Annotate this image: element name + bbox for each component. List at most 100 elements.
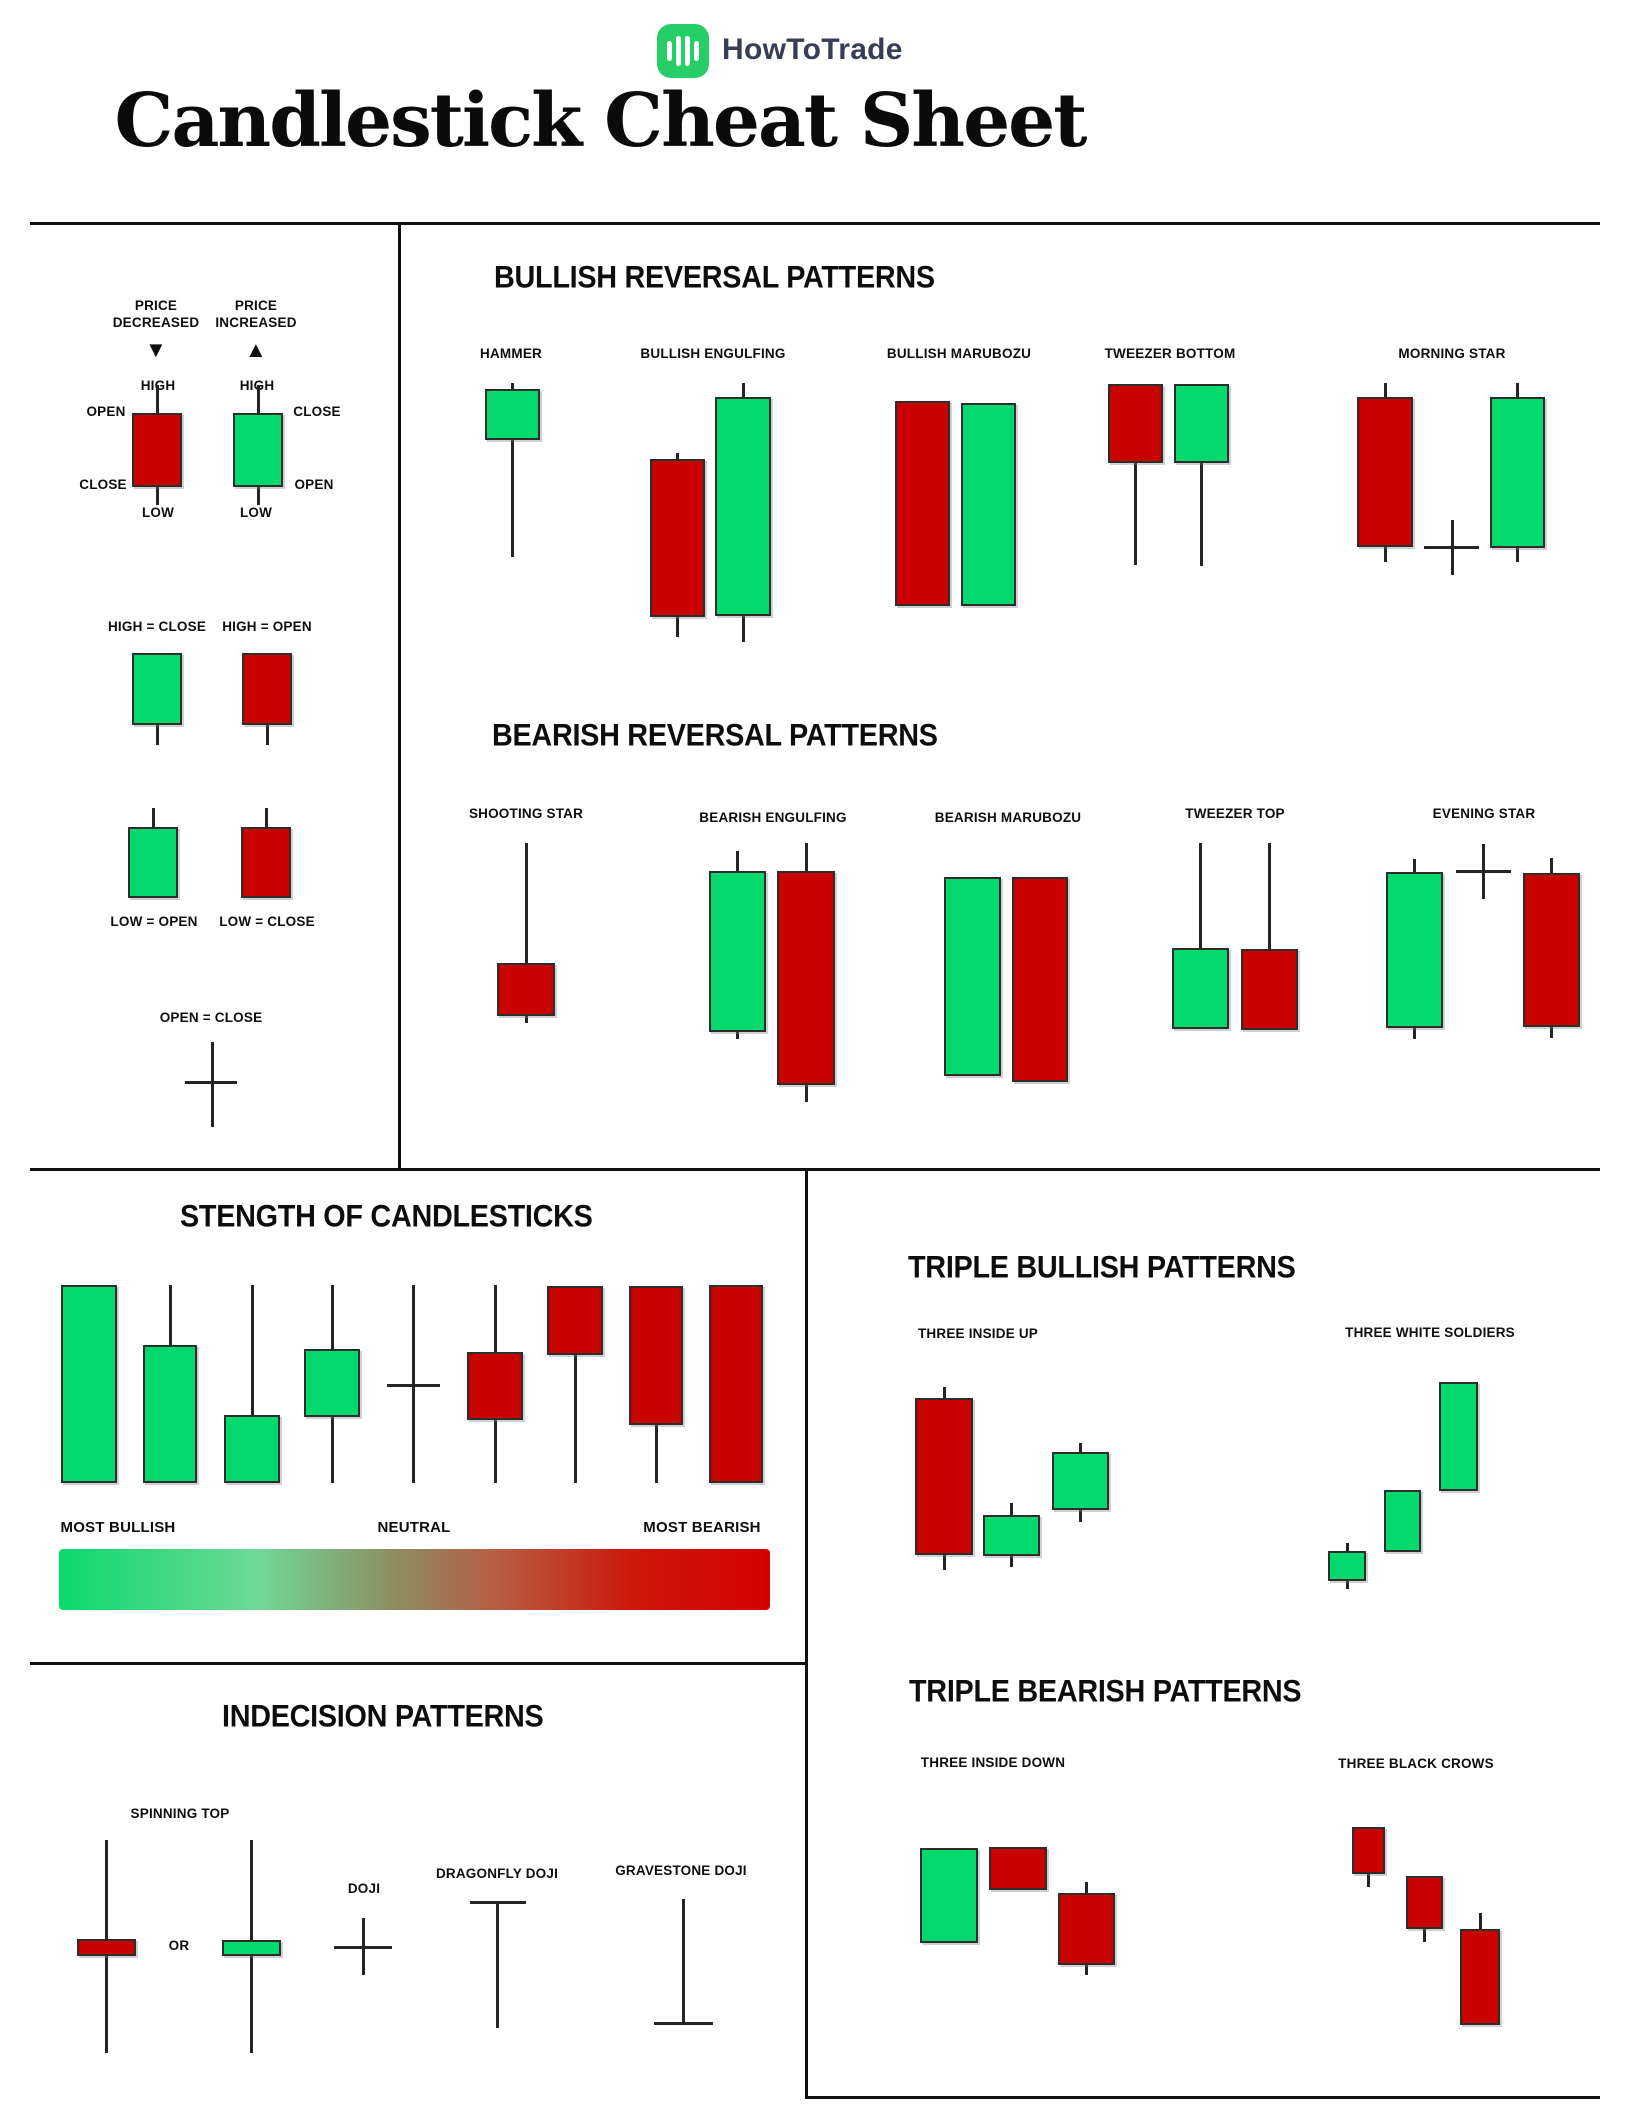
spinning-top-red-candle [76,1939,136,1956]
low-equals-open-label: LOW = OPEN [110,914,198,929]
strength-candle-4-upper-wick [330,1285,334,1349]
price-decreased-arrow-icon: ▼ [145,337,167,362]
tweezer-top-red-candle [1240,949,1298,1030]
spinning-top-red-candle-lower-wick [104,1956,108,2053]
shooting-star-candle [497,963,555,1016]
strength-candle-4 [304,1349,360,1417]
close-label-right: CLOSE [293,404,341,419]
section-title-strength: STENGTH OF CANDLESTICKS [180,1199,593,1234]
bearish-engulfing-red-candle-lower-wick [804,1085,808,1102]
anatomy-green-candle-upper-wick [256,385,260,413]
gravestone-doji-tail [681,1899,685,2023]
tweezer-top-red-candle-upper-wick [1267,843,1271,949]
three-inside-up-candle-3-lower-wick [1078,1510,1082,1522]
howtotrade-logo-icon [657,24,709,78]
tweezer-top-label: TWEEZER TOP [1185,806,1285,821]
bullish-engulfing-green-candle-upper-wick [741,383,745,397]
divider-left-vertical [398,222,401,1171]
section-title-bullish-reversal: BULLISH REVERSAL PATTERNS [494,260,935,295]
dragonfly-doji-label: DRAGONFLY DOJI [435,1866,559,1881]
spinning-top-green-candle [221,1940,281,1956]
anatomy-low-open-candle [128,827,178,898]
three-white-soldiers-candle-1-upper-wick [1345,1543,1349,1551]
hammer-label: HAMMER [480,346,542,361]
three-inside-up-candle-1-lower-wick [942,1555,946,1570]
three-inside-up-candle-1 [915,1398,973,1555]
strength-candle-6 [467,1352,523,1420]
morning-star-red-candle-upper-wick [1383,383,1387,397]
tweezer-bottom-green-candle [1173,384,1229,463]
three-inside-down-candle-2 [989,1847,1047,1890]
logo-bar [676,36,681,66]
anatomy-high-close-candle [132,653,182,725]
strength-gradient-bar [59,1549,770,1610]
neutral-label: NEUTRAL [377,1519,451,1536]
three-white-soldiers-candle-1 [1328,1551,1366,1581]
high-equals-close-label: HIGH = CLOSE [107,619,207,634]
logo-bar [667,41,672,61]
low-label-left: LOW [141,505,175,520]
three-inside-down-candle-3 [1057,1893,1115,1965]
low-equals-close-label: LOW = CLOSE [219,914,315,929]
evening-star-label: EVENING STAR [1432,806,1536,821]
three-inside-up-label: THREE INSIDE UP [917,1326,1039,1341]
doji-label: DOJI [347,1881,381,1896]
bearish-marubozu-green-candle [943,877,1001,1076]
bearish-engulfing-green-candle-upper-wick [735,851,739,871]
morning-star-red-candle [1357,397,1413,547]
anatomy-low-close-candle-upper-wick [264,808,268,827]
three-black-crows-candle-3-upper-wick [1478,1913,1482,1929]
morning-star-green-candle-upper-wick [1515,383,1519,397]
anatomy-high-open-candle [242,653,292,725]
logo-bar [694,41,699,61]
three-inside-down-candle-3-upper-wick [1084,1882,1088,1893]
morning-star-red-candle-lower-wick [1383,547,1387,562]
spinning-top-red-candle-upper-wick [104,1840,108,1939]
morning-star-doji-horizontal [1424,545,1479,549]
three-inside-up-candle-1-upper-wick [942,1387,946,1398]
section-title-triple-bearish: TRIPLE BEARISH PATTERNS [909,1674,1302,1709]
three-inside-up-candle-3 [1051,1452,1109,1510]
shooting-star-label: SHOOTING STAR [468,806,584,821]
three-inside-up-candle-3-upper-wick [1078,1443,1082,1452]
anatomy-low-open-candle-upper-wick [151,808,155,827]
price-increased-arrow-icon: ▲ [245,337,267,362]
hammer-candle-upper-wick [510,383,514,389]
bullish-engulfing-red-candle [649,459,705,617]
bullish-engulfing-green-candle [715,397,771,616]
gravestone-doji-bottom-bar [654,2021,713,2025]
spinning-top-label: SPINNING TOP [130,1806,230,1821]
strength-candle-7 [547,1286,603,1355]
hammer-candle [484,389,540,440]
logo-bar [685,36,690,66]
bullish-marubozu-green-candle [960,403,1016,606]
anatomy-green-candle-lower-wick [256,487,260,505]
bearish-marubozu-label: BEARISH MARUBOZU [934,810,1082,825]
bullish-engulfing-red-candle-lower-wick [675,617,679,637]
or-label: OR [168,1938,190,1953]
anatomy-open-close-doji-vertical [210,1042,214,1127]
three-inside-down-candle-3-lower-wick [1084,1965,1088,1975]
anatomy-high-open-candle-lower-wick [265,725,269,745]
open-equals-close-label: OPEN = CLOSE [159,1010,263,1025]
section-title-bearish-reversal: BEARISH REVERSAL PATTERNS [492,718,938,753]
bullish-engulfing-green-candle-lower-wick [741,616,745,642]
strength-candle-1 [61,1285,117,1483]
anatomy-green-candle [233,413,283,487]
three-black-crows-candle-2-lower-wick [1422,1929,1426,1942]
three-inside-up-candle-2 [982,1515,1040,1556]
hammer-candle-lower-wick [510,440,514,557]
shooting-star-candle-lower-wick [524,1016,528,1023]
tweezer-bottom-green-candle-lower-wick [1199,463,1203,566]
bearish-engulfing-red-candle [777,871,835,1085]
bearish-engulfing-red-candle-upper-wick [804,843,808,871]
strength-doji-horizontal [387,1383,440,1387]
three-inside-down-candle-1 [920,1848,978,1943]
three-white-soldiers-candle-2 [1383,1490,1421,1552]
low-label-right: LOW [239,505,273,520]
three-inside-down-label: THREE INSIDE DOWN [920,1755,1066,1770]
evening-star-green-candle-lower-wick [1412,1028,1416,1039]
open-label-left: OPEN [86,404,126,419]
brand-name: HowToTrade [722,33,903,66]
